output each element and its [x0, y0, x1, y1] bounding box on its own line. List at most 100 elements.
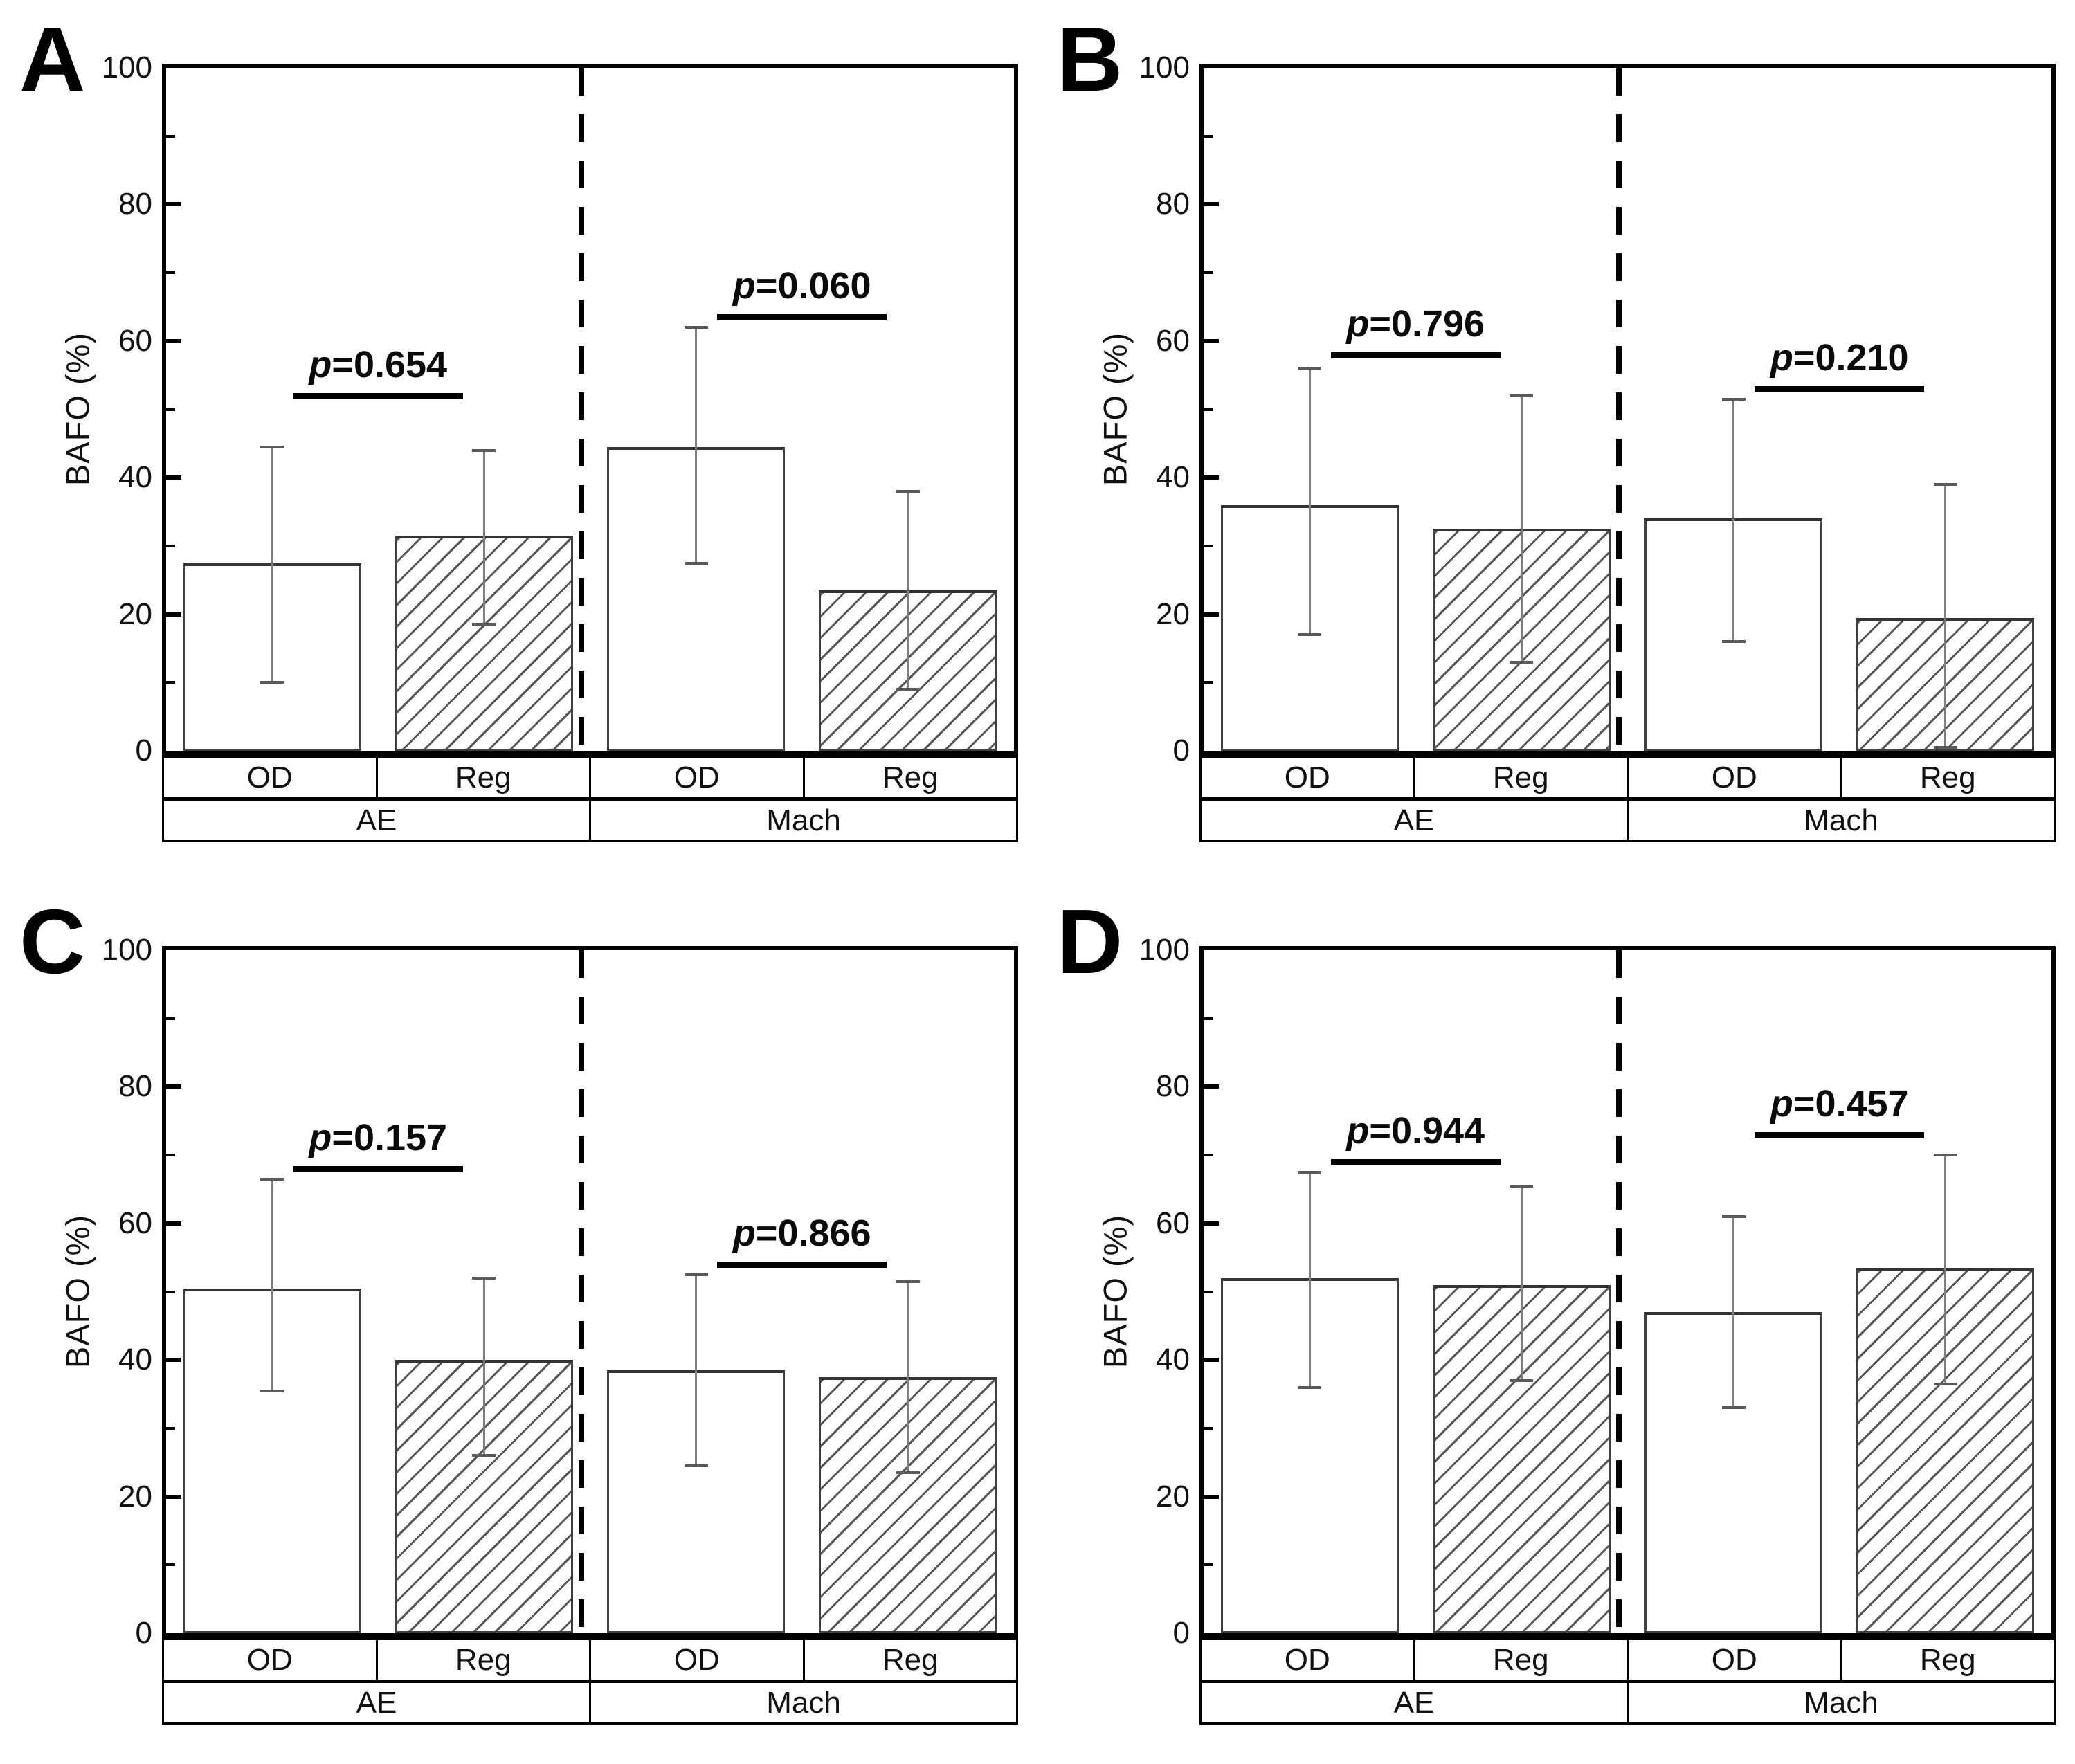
- y-minor-tick: [166, 1426, 175, 1430]
- group-divider-dashed: [579, 68, 585, 751]
- plot-border-bottom: [162, 1633, 1018, 1638]
- y-minor-tick: [166, 1290, 175, 1293]
- y-major-tick: [1204, 1084, 1219, 1089]
- panel-a: A BAFO (%) 0 20 40 60 80 100 p=0.654 p=0.060 OD…: [0, 0, 1038, 882]
- panel-d: D BAFO (%) 0 20 40 60 80 100 p=0.944 p=0.457 OD…: [1038, 882, 2075, 1764]
- significance-line: [293, 392, 463, 399]
- y-minor-tick: [1204, 271, 1213, 275]
- y-major-tick: [166, 612, 181, 617]
- category-cell-mach-reg: Reg: [802, 1640, 1017, 1680]
- category-cell-mach-reg: Reg: [802, 758, 1017, 797]
- p-symbol: p: [1770, 336, 1793, 379]
- y-minor-tick: [1204, 681, 1213, 684]
- p-value-label: p=0.060: [657, 267, 948, 304]
- y-minor-tick: [166, 1017, 175, 1020]
- error-bar-cap-bottom: [472, 623, 496, 626]
- error-bar-cap-top: [260, 1177, 284, 1181]
- category-cell-mach-od: OD: [589, 758, 803, 797]
- significance-line: [717, 314, 887, 321]
- group-divider-dashed: [1616, 950, 1622, 1633]
- y-minor-tick: [1204, 1426, 1213, 1430]
- y-tick-label-0: 0: [135, 734, 152, 767]
- category-cell-mach-od: OD: [1627, 758, 1840, 797]
- y-minor-tick: [1204, 134, 1213, 138]
- error-bar-cap-bottom: [896, 1471, 920, 1475]
- group-cell-mach: Mach: [589, 801, 1016, 840]
- y-major-tick: [166, 1494, 181, 1499]
- category-cell-ae-reg: Reg: [375, 758, 590, 797]
- error-bar-cap-top: [472, 448, 496, 452]
- significance-line: [293, 1165, 463, 1172]
- error-bar-cap-top: [260, 445, 284, 448]
- p-symbol: p: [309, 1116, 332, 1158]
- y-tick-label-80: 80: [118, 1069, 152, 1104]
- p-value-number: =0.157: [332, 1116, 448, 1158]
- p-symbol: p: [732, 1212, 756, 1255]
- treatment-row: OD Reg OD Reg: [1202, 1640, 2054, 1683]
- p-symbol: p: [309, 343, 332, 385]
- y-tick-label-40: 40: [1156, 460, 1190, 495]
- category-cell-mach-od: OD: [1627, 1640, 1840, 1680]
- y-tick-label-0: 0: [135, 1616, 152, 1650]
- y-tick-label-100: 100: [1139, 51, 1190, 84]
- panel-c: C BAFO (%) 0 20 40 60 80 100 p=0.157 p=0.866 OD…: [0, 882, 1038, 1764]
- y-major-tick: [1204, 338, 1219, 343]
- plot-border-left: [1199, 64, 1204, 756]
- error-bar-line: [1944, 484, 1947, 748]
- p-value-number: =0.866: [755, 1212, 871, 1255]
- y-tick-label-100: 100: [101, 933, 152, 967]
- error-bar-cap-top: [1510, 394, 1534, 397]
- group-row: AE Mach: [1202, 1683, 2054, 1722]
- y-tick-label-20: 20: [118, 597, 152, 631]
- group-cell-mach: Mach: [1627, 801, 2054, 840]
- category-table: OD Reg OD Reg AE Mach: [162, 756, 1018, 842]
- plot-border-top: [1199, 946, 2056, 950]
- error-bar-line: [1520, 395, 1523, 662]
- category-cell-mach-reg: Reg: [1840, 1640, 2054, 1680]
- category-cell-ae-od: OD: [1284, 760, 1330, 794]
- y-minor-tick: [1204, 544, 1213, 547]
- plot-border-top: [162, 64, 1018, 68]
- y-major-tick: [166, 338, 181, 343]
- error-bar-cap-top: [1721, 1215, 1746, 1218]
- group-row: AE Mach: [1202, 801, 2054, 840]
- y-tick-label-40: 40: [118, 460, 152, 495]
- group-cell-ae: AE: [1393, 803, 1435, 837]
- error-bar-line: [695, 327, 698, 563]
- error-bar-cap-bottom: [1933, 746, 1957, 749]
- y-minor-tick: [1204, 408, 1213, 411]
- y-tick-label-60: 60: [1156, 1206, 1190, 1240]
- category-table: OD Reg OD Reg AE Mach: [1199, 1638, 2056, 1725]
- significance-line: [1755, 1132, 1925, 1139]
- plot-border-top: [1199, 64, 2056, 68]
- p-value-number: =0.060: [755, 265, 871, 307]
- y-minor-tick: [166, 544, 175, 547]
- plot-border-right: [1014, 946, 1018, 1638]
- y-tick-label-60: 60: [118, 323, 152, 358]
- p-symbol: p: [1346, 302, 1370, 345]
- p-value-label: p=0.157: [233, 1119, 523, 1156]
- bar-ae-od: [183, 1288, 361, 1633]
- plot-border-right: [2051, 64, 2056, 756]
- error-bar-cap-top: [896, 1280, 920, 1283]
- y-minor-tick: [166, 271, 175, 275]
- category-cell-ae-reg: Reg: [1413, 1640, 1627, 1680]
- y-minor-tick: [1204, 1290, 1213, 1293]
- error-bar-cap-top: [1298, 367, 1322, 370]
- error-bar-line: [482, 450, 485, 625]
- error-bar-line: [907, 491, 909, 690]
- y-major-tick: [166, 1084, 181, 1089]
- category-table: OD Reg OD Reg AE Mach: [1199, 756, 2056, 842]
- error-bar-cap-bottom: [896, 688, 920, 691]
- p-value-label: p=0.654: [233, 346, 523, 383]
- significance-line: [717, 1262, 887, 1269]
- y-major-tick: [166, 475, 181, 480]
- plot-area: 0 20 40 60 80 100 p=0.654 p=0.060: [102, 51, 1018, 767]
- significance-line: [1755, 385, 1925, 392]
- y-tick-label-100: 100: [101, 51, 152, 84]
- group-cell-mach: Mach: [589, 1683, 1016, 1722]
- y-tick-label-20: 20: [118, 1479, 152, 1513]
- p-value-number: =0.654: [332, 343, 448, 385]
- y-major-tick: [1204, 1494, 1219, 1499]
